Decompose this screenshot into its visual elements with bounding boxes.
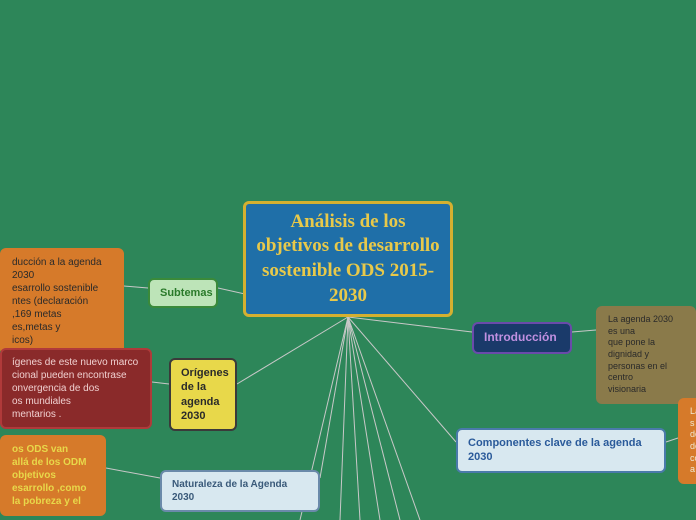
node-comp-desc[interactable]: La s de de co a [678,398,696,484]
node-intro-desc[interactable]: ducción a la agenda 2030 esarrollo soste… [0,248,124,355]
node-naturaleza[interactable]: Naturaleza de la Agenda 2030 [160,470,320,512]
node-origenes[interactable]: Orígenes de la agenda 2030 [169,358,237,431]
node-origenes-desc[interactable]: ígenes de este nuevo marco cional pueden… [0,348,152,429]
node-agenda-desc[interactable]: La agenda 2030 es una que pone la dignid… [596,306,696,404]
node-introduccion[interactable]: Introducción [472,322,572,354]
mindmap-canvas: Análisis de los objetivos de desarrollo … [0,0,696,520]
node-componentes[interactable]: Componentes clave de la agenda 2030 [456,428,666,473]
node-ods-desc[interactable]: os ODS van allá de los ODM objetivos esa… [0,435,106,516]
node-subtemas[interactable]: Subtemas [148,278,218,308]
central-node[interactable]: Análisis de los objetivos de desarrollo … [243,201,453,317]
